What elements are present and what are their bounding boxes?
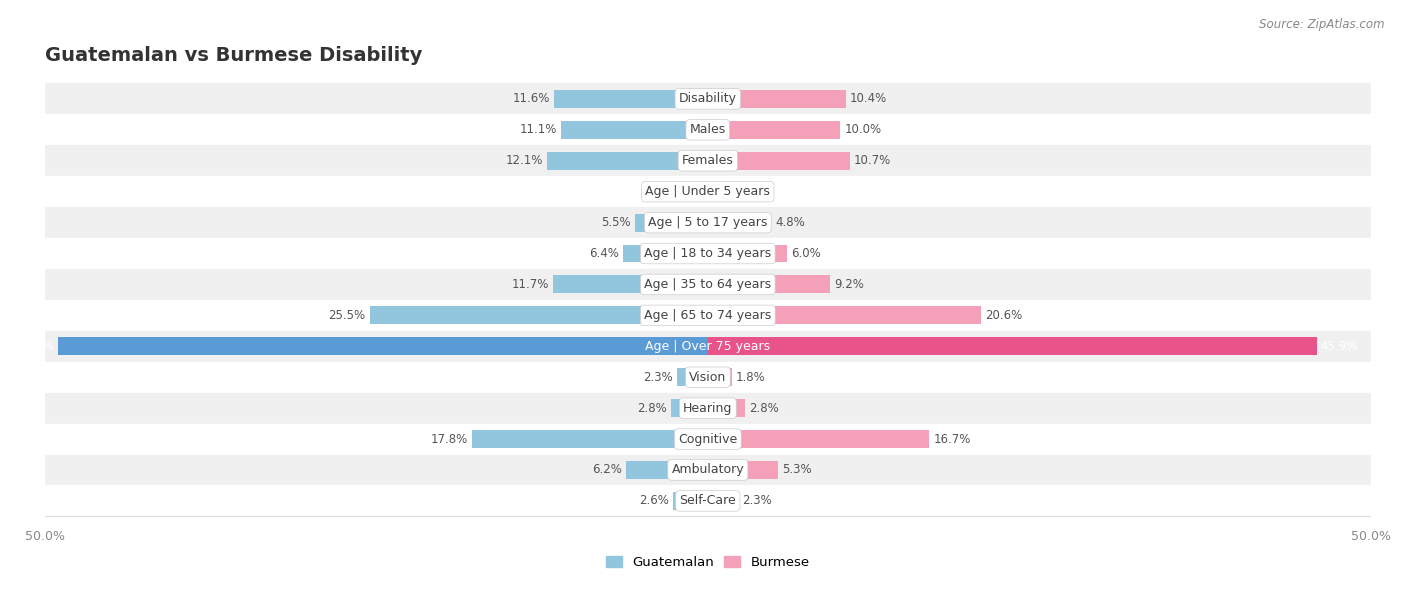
Bar [707,368,731,386]
Text: 16.7%: 16.7% [934,433,970,446]
Text: 45.9%: 45.9% [1320,340,1358,353]
Bar [45,238,1371,269]
Bar [707,121,841,139]
Text: 2.8%: 2.8% [637,401,666,415]
Bar [45,362,1371,393]
Bar [45,424,1371,455]
Bar [472,430,707,448]
Text: Age | 18 to 34 years: Age | 18 to 34 years [644,247,772,260]
Bar [45,83,1371,114]
Text: Age | 65 to 74 years: Age | 65 to 74 years [644,309,772,322]
Text: 11.6%: 11.6% [513,92,550,105]
Text: Disability: Disability [679,92,737,105]
Text: 1.1%: 1.1% [727,185,756,198]
Text: 5.3%: 5.3% [782,463,811,477]
Text: Guatemalan vs Burmese Disability: Guatemalan vs Burmese Disability [45,46,422,65]
Legend: Guatemalan, Burmese: Guatemalan, Burmese [606,556,810,569]
Bar [45,300,1371,331]
Bar [45,207,1371,238]
Text: Age | 35 to 64 years: Age | 35 to 64 years [644,278,772,291]
Bar [707,399,745,417]
Bar [553,275,707,293]
Text: 17.8%: 17.8% [430,433,468,446]
Bar [547,152,707,170]
Text: 2.8%: 2.8% [749,401,779,415]
Text: 2.6%: 2.6% [640,494,669,507]
Text: Vision: Vision [689,371,727,384]
Bar [623,245,707,263]
Text: 2.3%: 2.3% [742,494,772,507]
Text: Age | Under 5 years: Age | Under 5 years [645,185,770,198]
Text: Age | 5 to 17 years: Age | 5 to 17 years [648,216,768,229]
Text: 10.4%: 10.4% [849,92,887,105]
Bar [45,455,1371,485]
Text: 25.5%: 25.5% [329,309,366,322]
Text: 12.1%: 12.1% [506,154,543,167]
Text: 49.0%: 49.0% [17,340,53,353]
Text: 5.5%: 5.5% [602,216,631,229]
Text: 20.6%: 20.6% [986,309,1022,322]
Text: Age | Over 75 years: Age | Over 75 years [645,340,770,353]
Text: 10.0%: 10.0% [845,124,882,136]
Bar [561,121,707,139]
Bar [45,269,1371,300]
Text: 6.0%: 6.0% [792,247,821,260]
Bar [45,114,1371,145]
Bar [45,331,1371,362]
Bar [707,90,846,108]
Text: Hearing: Hearing [683,401,733,415]
Text: 4.8%: 4.8% [776,216,806,229]
Text: Source: ZipAtlas.com: Source: ZipAtlas.com [1260,18,1385,31]
Bar [45,485,1371,517]
Bar [707,461,778,479]
Bar [671,399,707,417]
Bar [626,461,707,479]
Text: Ambulatory: Ambulatory [672,463,744,477]
Text: 2.3%: 2.3% [644,371,673,384]
Text: 6.2%: 6.2% [592,463,621,477]
Bar [707,214,772,231]
Text: 11.1%: 11.1% [519,124,557,136]
Bar [58,337,707,356]
Text: Cognitive: Cognitive [678,433,737,446]
Text: Males: Males [690,124,725,136]
Text: Females: Females [682,154,734,167]
Bar [370,307,707,324]
Bar [707,183,723,201]
Bar [678,368,707,386]
Bar [707,337,1316,356]
Bar [636,214,707,231]
Text: 1.8%: 1.8% [735,371,765,384]
Text: 11.7%: 11.7% [512,278,548,291]
Bar [554,90,707,108]
Bar [45,176,1371,207]
Bar [707,245,787,263]
Text: 10.7%: 10.7% [853,154,891,167]
Bar [45,145,1371,176]
Bar [707,430,929,448]
Text: Self-Care: Self-Care [679,494,737,507]
Text: 1.2%: 1.2% [658,185,688,198]
Bar [673,492,707,510]
Bar [45,393,1371,424]
Bar [707,492,738,510]
Bar [707,152,849,170]
Bar [707,275,830,293]
Text: 9.2%: 9.2% [834,278,863,291]
Text: 6.4%: 6.4% [589,247,619,260]
Bar [707,307,981,324]
Bar [692,183,707,201]
